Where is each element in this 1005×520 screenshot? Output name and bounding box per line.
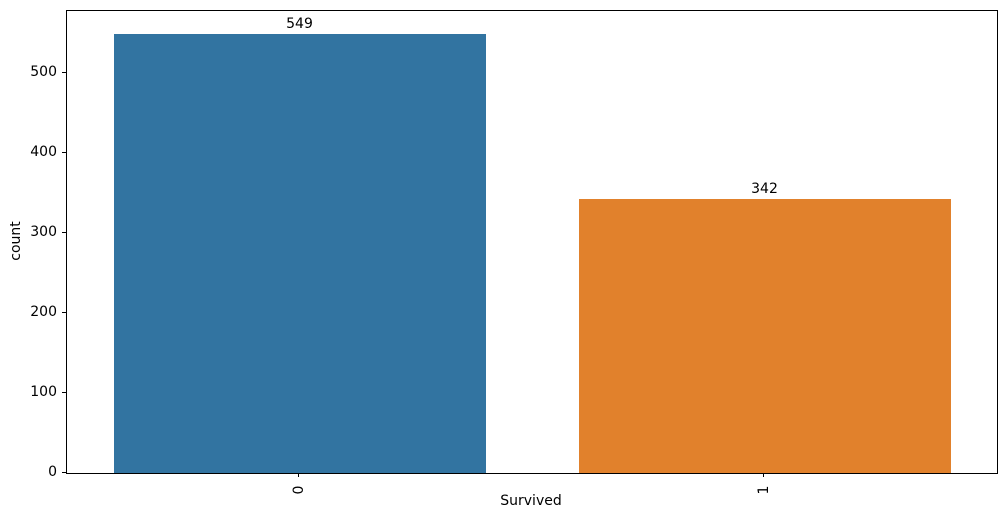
y-tick-mark xyxy=(62,71,66,73)
y-tick-mark xyxy=(62,151,66,153)
plot-area: 549 342 xyxy=(66,10,998,474)
y-tick-mark xyxy=(62,471,66,473)
y-tick-label: 0 xyxy=(48,464,57,480)
y-tick-label: 200 xyxy=(30,304,57,320)
x-tick-mark xyxy=(763,473,764,477)
bar xyxy=(113,33,486,473)
y-axis-label: count xyxy=(8,221,24,261)
y-tick-mark xyxy=(62,311,66,313)
x-axis-label: Survived xyxy=(500,493,562,509)
y-tick-mark xyxy=(62,391,66,393)
y-tick-label: 300 xyxy=(30,224,57,240)
bar-value-label: 342 xyxy=(751,181,778,198)
bar xyxy=(578,199,951,473)
x-tick-mark xyxy=(298,473,299,477)
bar-value-label: 549 xyxy=(286,15,313,32)
y-tick-label: 100 xyxy=(30,384,57,400)
y-tick-mark xyxy=(62,231,66,233)
y-tick-label: 400 xyxy=(30,144,57,160)
y-tick-label: 500 xyxy=(30,64,57,80)
